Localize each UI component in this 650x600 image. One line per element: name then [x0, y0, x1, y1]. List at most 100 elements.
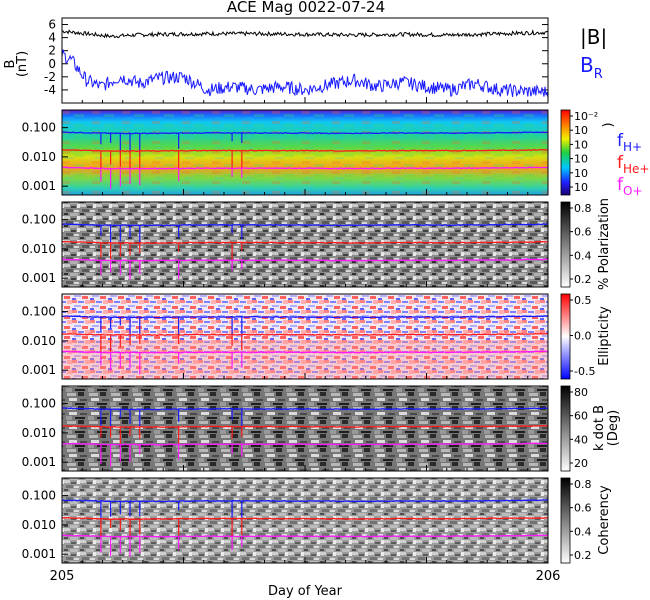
gyro-line-O [61, 166, 548, 170]
coherency-panel-frame [61, 477, 549, 564]
colorbar-tick-label: 0.8 [574, 478, 592, 491]
gyro-line-H [61, 407, 549, 411]
xtick-label-205: 205 [50, 569, 75, 584]
spectrogram-ytick-label: 0.010 [22, 518, 56, 532]
gyro-line-He [61, 240, 549, 244]
spectrogram-ytick-label: 0.100 [22, 305, 56, 319]
panel-backgrounds [62, 110, 548, 563]
ellipticity-spectrogram-image [62, 294, 548, 379]
spectrogram-ytick-label: 0.001 [22, 547, 56, 561]
series-line-B-magnitude [61, 29, 549, 39]
field-ytick-label: -4 [44, 83, 56, 97]
power-colorbar [560, 109, 571, 196]
colorbar-tick-label: 0.4 [574, 525, 592, 538]
legend-B-magnitude: |B| [580, 25, 607, 49]
spectrogram-ytick-label: 0.010 [22, 150, 56, 164]
spectrogram-ytick-label: 0.100 [22, 121, 56, 135]
gyro-line-He [61, 424, 549, 429]
kdotb-colorbar-label: k dot B [592, 405, 607, 451]
spectrogram-ytick-label: 0.001 [22, 179, 56, 193]
coherency-spectrogram-image [62, 478, 548, 563]
polarization-panel-frame [61, 201, 549, 288]
colorbar-tick-label: 10 [574, 124, 588, 137]
colorbar-tick-label: 10 [574, 181, 588, 194]
spectrogram-ytick-label: 0.100 [22, 213, 56, 227]
colorbar-tick-label: 10 [574, 167, 588, 180]
legend-f-He: fHe+ [617, 153, 649, 176]
coherency-colorbar-label: Coherency [597, 485, 612, 555]
polarization-colorbar [560, 201, 571, 288]
spectrogram-ytick-label: 0.001 [22, 455, 56, 469]
gyro-line-H [61, 223, 549, 227]
xtick-label-206: 206 [536, 569, 561, 584]
gyro-line-He [61, 516, 549, 521]
ellipticity-colorbar-label: Ellipticity [597, 306, 612, 366]
kdotb-panel-frame [61, 385, 549, 472]
colorbar-tick-label: 0.5 [574, 294, 592, 307]
power-spectrogram-texture [62, 110, 548, 195]
legend-f-H-subscript: H+ [623, 140, 642, 154]
field-ytick-label: 4 [48, 31, 56, 45]
ellipticity-lower-band [62, 340, 548, 379]
colorbar-tick-label: 0.8 [574, 202, 592, 215]
polarization-spectrogram-image [62, 202, 548, 287]
gyro-line-H [61, 499, 549, 503]
colorbar-tick-label: 0.6 [574, 226, 592, 239]
colorbar-tick-label: 10 [574, 138, 588, 151]
legend-B-radial-name: B [580, 53, 594, 77]
kdotb-colorbar-label-units: (Deg) [606, 410, 621, 446]
coherency-colorbar [560, 477, 571, 564]
gyro-line-O [61, 350, 549, 354]
legend-f-H: fH+ [617, 131, 642, 154]
field-ylabel-line1: B [3, 60, 18, 69]
colorbar-tick-label: 10⁻² [574, 110, 598, 123]
spectrogram-ytick-label: 0.010 [22, 334, 56, 348]
x-axis-label: Day of Year [268, 584, 343, 599]
legend-f-O-name: f [617, 175, 624, 195]
legend-f-O: fO+ [617, 175, 643, 198]
panel-frames [61, 17, 549, 564]
kdotb-spectrogram-image [62, 386, 548, 471]
colorbar-tick-label: 0.0 [574, 330, 592, 343]
colorbar-tick-label: 0.6 [574, 502, 592, 515]
legend-f-H-name: f [617, 131, 624, 151]
field-ytick-label: -2 [44, 70, 56, 84]
ellipticity-panel-frame [61, 293, 549, 380]
colorbar-tick-label: 80 [574, 386, 588, 399]
colorbar-tick-label: 40 [574, 433, 588, 446]
kdotb-colorbar [560, 385, 571, 472]
colorbar-tick-label: 20 [574, 457, 588, 470]
spectrogram-ytick-label: 0.100 [22, 489, 56, 503]
colorbar-tick-label: 0.2 [574, 273, 592, 286]
field-ylabel-line2: (nT) [15, 51, 30, 77]
colorbar-tick-label: -0.5 [574, 365, 595, 378]
legend-f-O-subscript: O+ [623, 184, 643, 198]
spectrogram-ytick-label: 0.010 [22, 426, 56, 440]
gyro-line-He [61, 332, 549, 336]
spectrogram-ytick-label: 0.001 [22, 363, 56, 377]
field-ytick-label: 6 [48, 18, 56, 32]
gyro-line-O [61, 258, 549, 262]
field-ytick-label: 2 [48, 44, 56, 58]
figure-title: ACE Mag 0022-07-24 [227, 0, 385, 16]
field-ytick-label: 0 [48, 57, 56, 71]
legend-B-radial-subscript: R [594, 67, 603, 82]
power-panel-frame [61, 109, 549, 196]
spectrogram-ytick-label: 0.001 [22, 271, 56, 285]
legend-f-He-subscript: He+ [623, 162, 649, 176]
power-colorbar-label: ) [601, 122, 616, 127]
gyro-line-O [62, 534, 548, 538]
colorbar-tick-label: 0.4 [574, 249, 592, 262]
polarization-colorbar-label: % Polarization [597, 198, 612, 290]
gyro-line-O [61, 442, 549, 446]
gyro-line-He [61, 148, 549, 153]
spectrogram-ytick-label: 0.100 [22, 397, 56, 411]
gyro-line-H [61, 131, 549, 135]
colorbar-tick-label: 10 [574, 153, 588, 166]
colorbar-tick-label: 0.2 [574, 549, 592, 562]
ellipticity-colorbar [560, 293, 571, 380]
legend-f-He-name: f [617, 153, 624, 173]
field-panel-frame [61, 17, 549, 104]
gyro-line-H [61, 315, 549, 319]
